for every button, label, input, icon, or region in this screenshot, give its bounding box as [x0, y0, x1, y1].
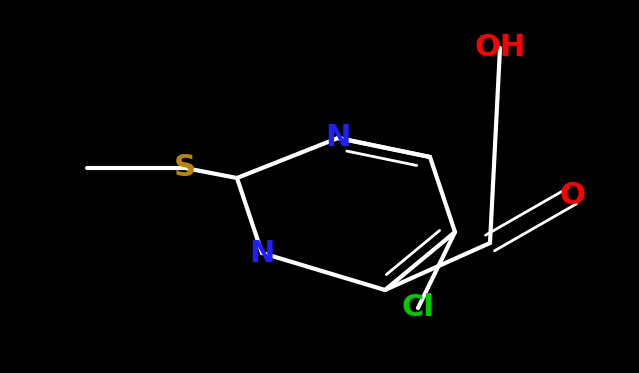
Text: N: N: [249, 238, 275, 267]
Text: Cl: Cl: [401, 294, 435, 323]
Text: N: N: [325, 123, 351, 153]
Text: O: O: [559, 182, 585, 210]
Text: S: S: [174, 154, 196, 182]
Text: OH: OH: [474, 34, 526, 63]
